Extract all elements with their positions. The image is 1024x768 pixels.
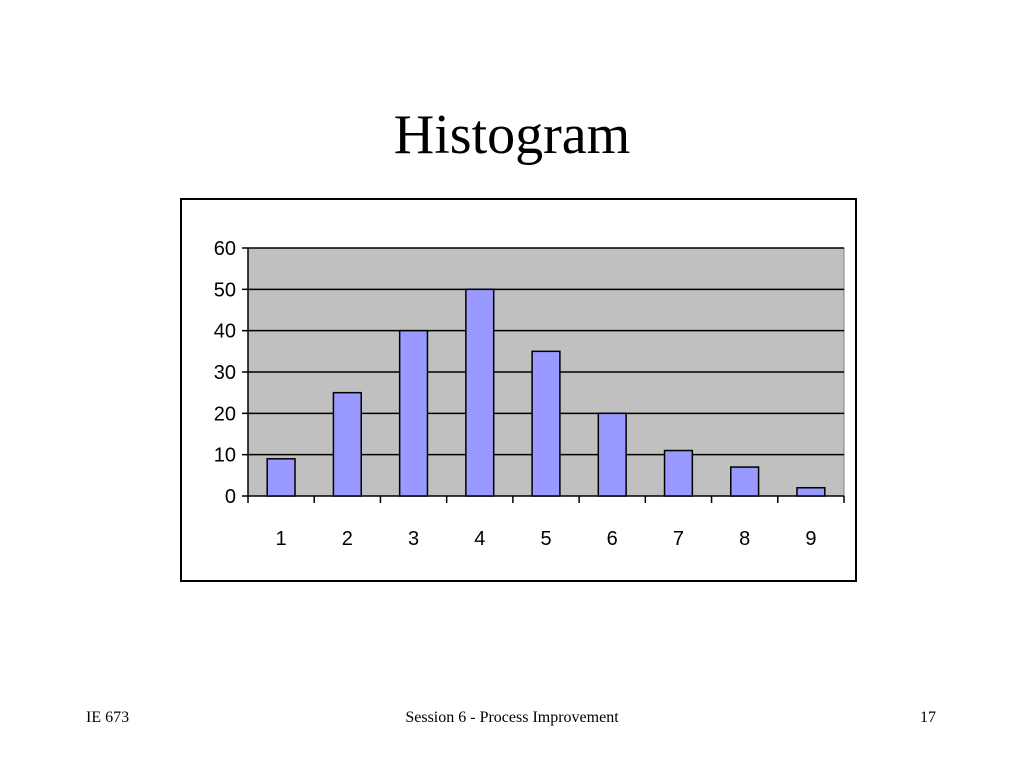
y-tick-label: 20: [214, 403, 236, 425]
bar-7: [663, 449, 694, 497]
bar-8: [730, 466, 760, 497]
bar-1: [266, 458, 296, 497]
x-tick-label: 7: [673, 528, 684, 550]
footer-course: IE 673: [86, 709, 130, 726]
y-tick-label: 50: [214, 279, 236, 301]
y-tick-label: 40: [214, 321, 236, 343]
x-tick-label: 8: [739, 528, 750, 550]
x-tick-label: 4: [474, 528, 485, 550]
bar-3: [398, 329, 429, 497]
slide-title: Histogram: [393, 104, 631, 166]
y-tick-label: 60: [214, 238, 236, 260]
bar-4: [465, 288, 495, 497]
histogram-chart: 0 10 20 30 40 50 60 1 2 3 4 5 6 7 8 9: [214, 238, 845, 550]
x-tick-label: 1: [276, 528, 287, 550]
x-tick-label: 3: [408, 528, 419, 550]
x-tick-label: 5: [540, 528, 551, 550]
bar-9: [796, 486, 826, 497]
x-tick-label: 2: [342, 528, 353, 550]
y-tick-label: 10: [214, 445, 236, 467]
bar-2: [332, 391, 362, 497]
footer-session: Session 6 - Process Improvement: [405, 709, 619, 726]
x-tick-label: 9: [805, 528, 816, 550]
chart-frame: 0 10 20 30 40 50 60 1 2 3 4 5 6 7 8 9: [180, 198, 857, 582]
bar-6: [597, 412, 627, 497]
x-tick-label: 6: [607, 528, 618, 550]
y-tick-label: 30: [214, 362, 236, 384]
bar-5: [531, 350, 561, 497]
footer-page-number: 17: [920, 709, 936, 726]
y-tick-label: 0: [225, 486, 236, 508]
